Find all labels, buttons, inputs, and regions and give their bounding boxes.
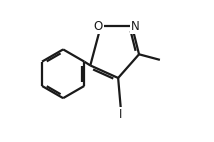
Text: O: O [93, 20, 103, 33]
Text: I: I [119, 108, 123, 121]
Text: N: N [131, 20, 140, 33]
